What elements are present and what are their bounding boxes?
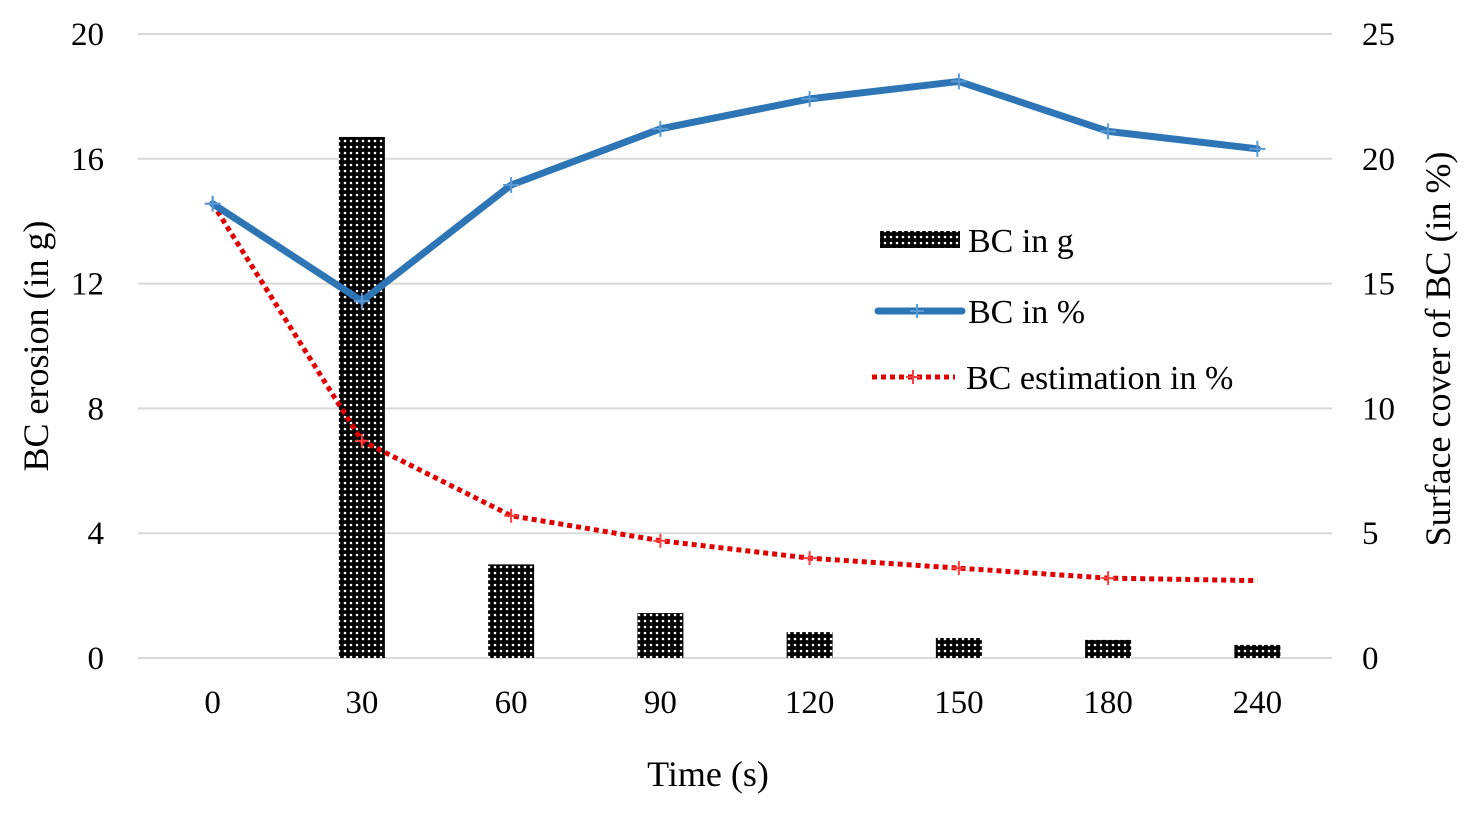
bar-bc-g — [637, 613, 684, 658]
y-tick-label: 12 — [71, 267, 104, 303]
marker-bc-estimation — [504, 508, 519, 523]
y-tick-label: 20 — [71, 17, 104, 53]
y-tick-label: 4 — [88, 516, 105, 552]
x-tick-label: 240 — [1233, 685, 1283, 721]
bars — [338, 136, 1281, 658]
legend-label-bc-estimation: BC estimation in % — [966, 360, 1233, 397]
legend-marker-bc-estimation — [906, 370, 920, 384]
marker-bc-estimation — [802, 551, 817, 566]
bar-bc-g — [338, 136, 385, 658]
marker-bc-percent — [652, 120, 669, 137]
y2-tick-label: 20 — [1362, 142, 1395, 178]
legend-marker-bc-percent — [910, 304, 924, 318]
bar-bc-g — [786, 632, 833, 658]
marker-bc-estimation — [1101, 571, 1116, 586]
x-tick-label: 60 — [495, 685, 528, 721]
marker-bc-percent — [204, 195, 221, 212]
y2-tick-label: 0 — [1362, 641, 1379, 677]
y2-tick-label: 15 — [1362, 267, 1395, 303]
y-axis-title: BC erosion (in g) — [16, 221, 56, 472]
x-tick-label: 0 — [204, 685, 221, 721]
x-tick-label: 180 — [1083, 685, 1133, 721]
y-tick-label: 8 — [88, 391, 105, 427]
x-tick-label: 90 — [644, 685, 677, 721]
gridlines — [138, 33, 1332, 659]
legend-swatch-bc-g — [880, 231, 960, 248]
legend: BC in g BC in % BC estimation in % — [872, 223, 1233, 397]
lines — [204, 73, 1266, 586]
line-bc-estimation — [210, 202, 1258, 584]
y-tick-label: 16 — [71, 142, 104, 178]
tick-labels: 0 4 8 12 16 20 0 5 10 15 20 25 0 30 60 90 120 150 180 240 — [71, 17, 1395, 721]
y-tick-label: 0 — [88, 641, 105, 677]
y2-tick-label: 25 — [1362, 17, 1395, 53]
line-bc-percent — [209, 77, 1261, 305]
x-axis-title: Time (s) — [647, 754, 769, 794]
y2-tick-label: 10 — [1362, 391, 1395, 427]
bar-bc-g — [1234, 644, 1281, 658]
marker-bc-percent — [1249, 140, 1266, 157]
marker-bc-percent — [503, 177, 520, 194]
legend-label-bc-percent: BC in % — [968, 294, 1085, 331]
legend-label-bc-g: BC in g — [968, 223, 1074, 260]
marker-bc-percent — [353, 293, 370, 310]
bar-bc-g — [1085, 639, 1132, 658]
x-tick-label: 30 — [345, 685, 378, 721]
x-tick-label: 150 — [934, 685, 984, 721]
marker-bc-estimation — [653, 533, 668, 548]
bar-bc-g — [488, 564, 535, 658]
y2-axis-title: Surface cover of BC (in %) — [1418, 152, 1458, 547]
marker-bc-percent — [801, 90, 818, 107]
marker-bc-estimation — [354, 433, 369, 448]
x-tick-label: 120 — [785, 685, 835, 721]
marker-bc-percent — [950, 73, 967, 90]
marker-bc-estimation — [951, 561, 966, 576]
marker-bc-percent — [1100, 123, 1117, 140]
bar-bc-g — [935, 638, 982, 658]
y2-tick-label: 5 — [1362, 516, 1379, 552]
